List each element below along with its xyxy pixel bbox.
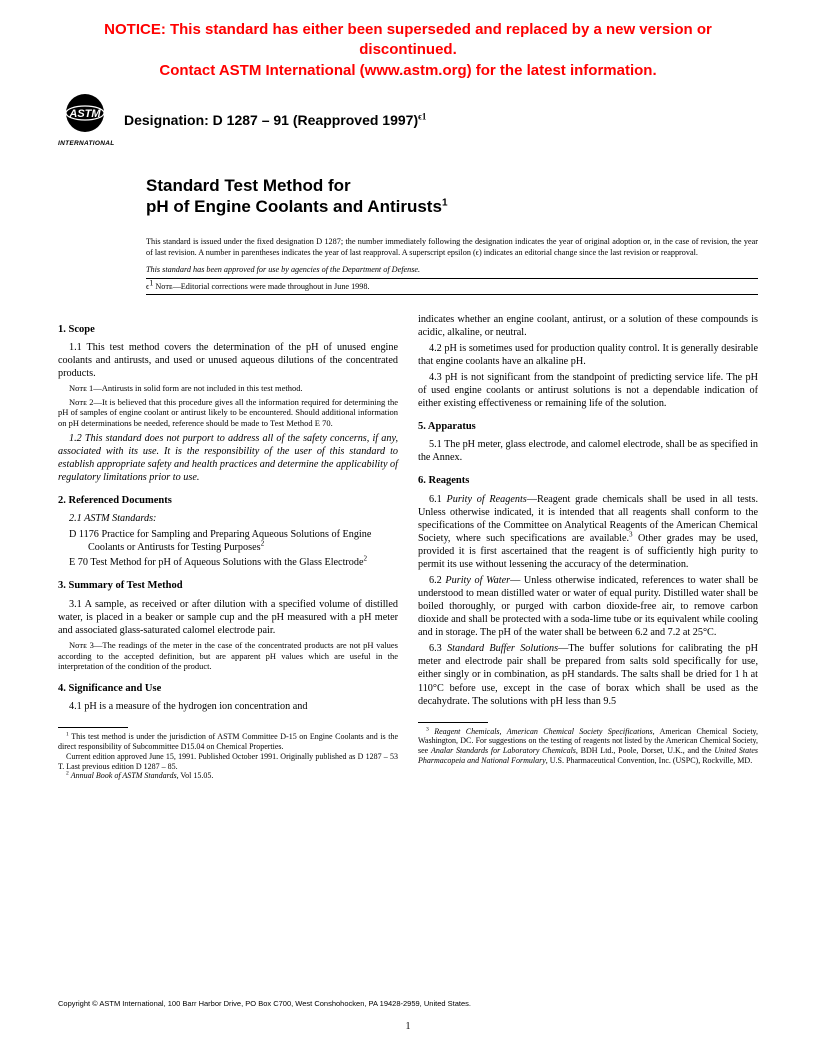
summary-note3: Nᴏᴛᴇ 3—The readings of the meter in the … (58, 640, 398, 672)
footnote-rule-right (418, 722, 488, 723)
significance-p2: 4.2 pH is sometimes used for production … (418, 342, 758, 368)
reagents-p3: 6.3 Standard Buffer Solutions—The buffer… (418, 642, 758, 707)
footnote-1: 1 This test method is under the jurisdic… (58, 732, 398, 752)
refdocs-d1176: D 1176 Practice for Sampling and Prepari… (58, 528, 398, 554)
notice-line2: Contact ASTM International (www.astm.org… (159, 62, 656, 79)
body-columns: 1. Scope 1.1 This test method covers the… (58, 313, 758, 782)
scope-p2: 1.2 This standard does not purport to ad… (58, 432, 398, 484)
reagents-p2: 6.2 Purity of Water— Unless otherwise in… (418, 574, 758, 639)
reagents-head: 6. Reagents (418, 474, 758, 487)
header: ASTM INTERNATIONAL Designation: D 1287 –… (58, 93, 758, 147)
refdocs-head: 2. Referenced Documents (58, 494, 398, 507)
summary-p1: 3.1 A sample, as received or after dilut… (58, 598, 398, 637)
footnote-1b: Current edition approved June 15, 1991. … (58, 752, 398, 772)
notice-line1: NOTICE: This standard has either been su… (104, 21, 712, 58)
significance-p1-right: indicates whether an engine coolant, ant… (418, 313, 758, 339)
footnote-3: 3 Reagent Chemicals, American Chemical S… (418, 727, 758, 766)
title-line1: Standard Test Method for (146, 175, 758, 196)
summary-head: 3. Summary of Test Method (58, 579, 398, 592)
significance-head: 4. Significance and Use (58, 682, 398, 695)
refdocs-sub: 2.1 ASTM Standards: (58, 512, 398, 525)
page-number: 1 (0, 1021, 816, 1032)
apparatus-head: 5. Apparatus (418, 420, 758, 433)
footnote-2: 2 Annual Book of ASTM Standards, Vol 15.… (58, 771, 398, 781)
astm-logo: ASTM INTERNATIONAL (58, 93, 112, 147)
designation: Designation: D 1287 – 91 (Reapproved 199… (124, 112, 426, 128)
reagents-p1: 6.1 Purity of Reagents—Reagent grade che… (418, 493, 758, 571)
rule-bottom (146, 294, 758, 295)
svg-text:ASTM: ASTM (68, 108, 101, 120)
designation-code: D 1287 – 91 (Reapproved 1997) (213, 112, 418, 128)
logo-label: INTERNATIONAL (58, 140, 112, 147)
significance-p3: 4.3 pH is not significant from the stand… (418, 371, 758, 410)
scope-head: 1. Scope (58, 323, 398, 336)
scope-p1: 1.1 This test method covers the determin… (58, 341, 398, 380)
refdocs-e70: E 70 Test Method for pH of Aqueous Solut… (58, 556, 398, 569)
significance-p1-left: 4.1 pH is a measure of the hydrogen ion … (58, 700, 398, 713)
footnote-rule-left (58, 727, 128, 728)
issuance-text: This standard is issued under the fixed … (146, 237, 758, 258)
right-column: indicates whether an engine coolant, ant… (418, 313, 758, 782)
approved-text: This standard has been approved for use … (146, 265, 758, 274)
title-line2: pH of Engine Coolants and Antirusts1 (146, 196, 758, 217)
designation-prefix: Designation: (124, 112, 213, 128)
epsilon-note: ϵ1 Nᴏᴛᴇ—Editorial corrections were made … (146, 282, 758, 291)
apparatus-p1: 5.1 The pH meter, glass electrode, and c… (418, 438, 758, 464)
left-column: 1. Scope 1.1 This test method covers the… (58, 313, 398, 782)
rule-top (146, 278, 758, 279)
notice-banner: NOTICE: This standard has either been su… (58, 20, 758, 81)
title-footref: 1 (442, 197, 448, 208)
scope-note1: Nᴏᴛᴇ 1—Antirusts in solid form are not i… (58, 383, 398, 394)
designation-super: ϵ1 (418, 111, 426, 121)
astm-logo-icon: ASTM (58, 93, 112, 135)
scope-note2: Nᴏᴛᴇ 2—It is believed that this procedur… (58, 397, 398, 429)
title-block: Standard Test Method for pH of Engine Co… (146, 175, 758, 218)
copyright: Copyright © ASTM International, 100 Barr… (58, 999, 758, 1008)
